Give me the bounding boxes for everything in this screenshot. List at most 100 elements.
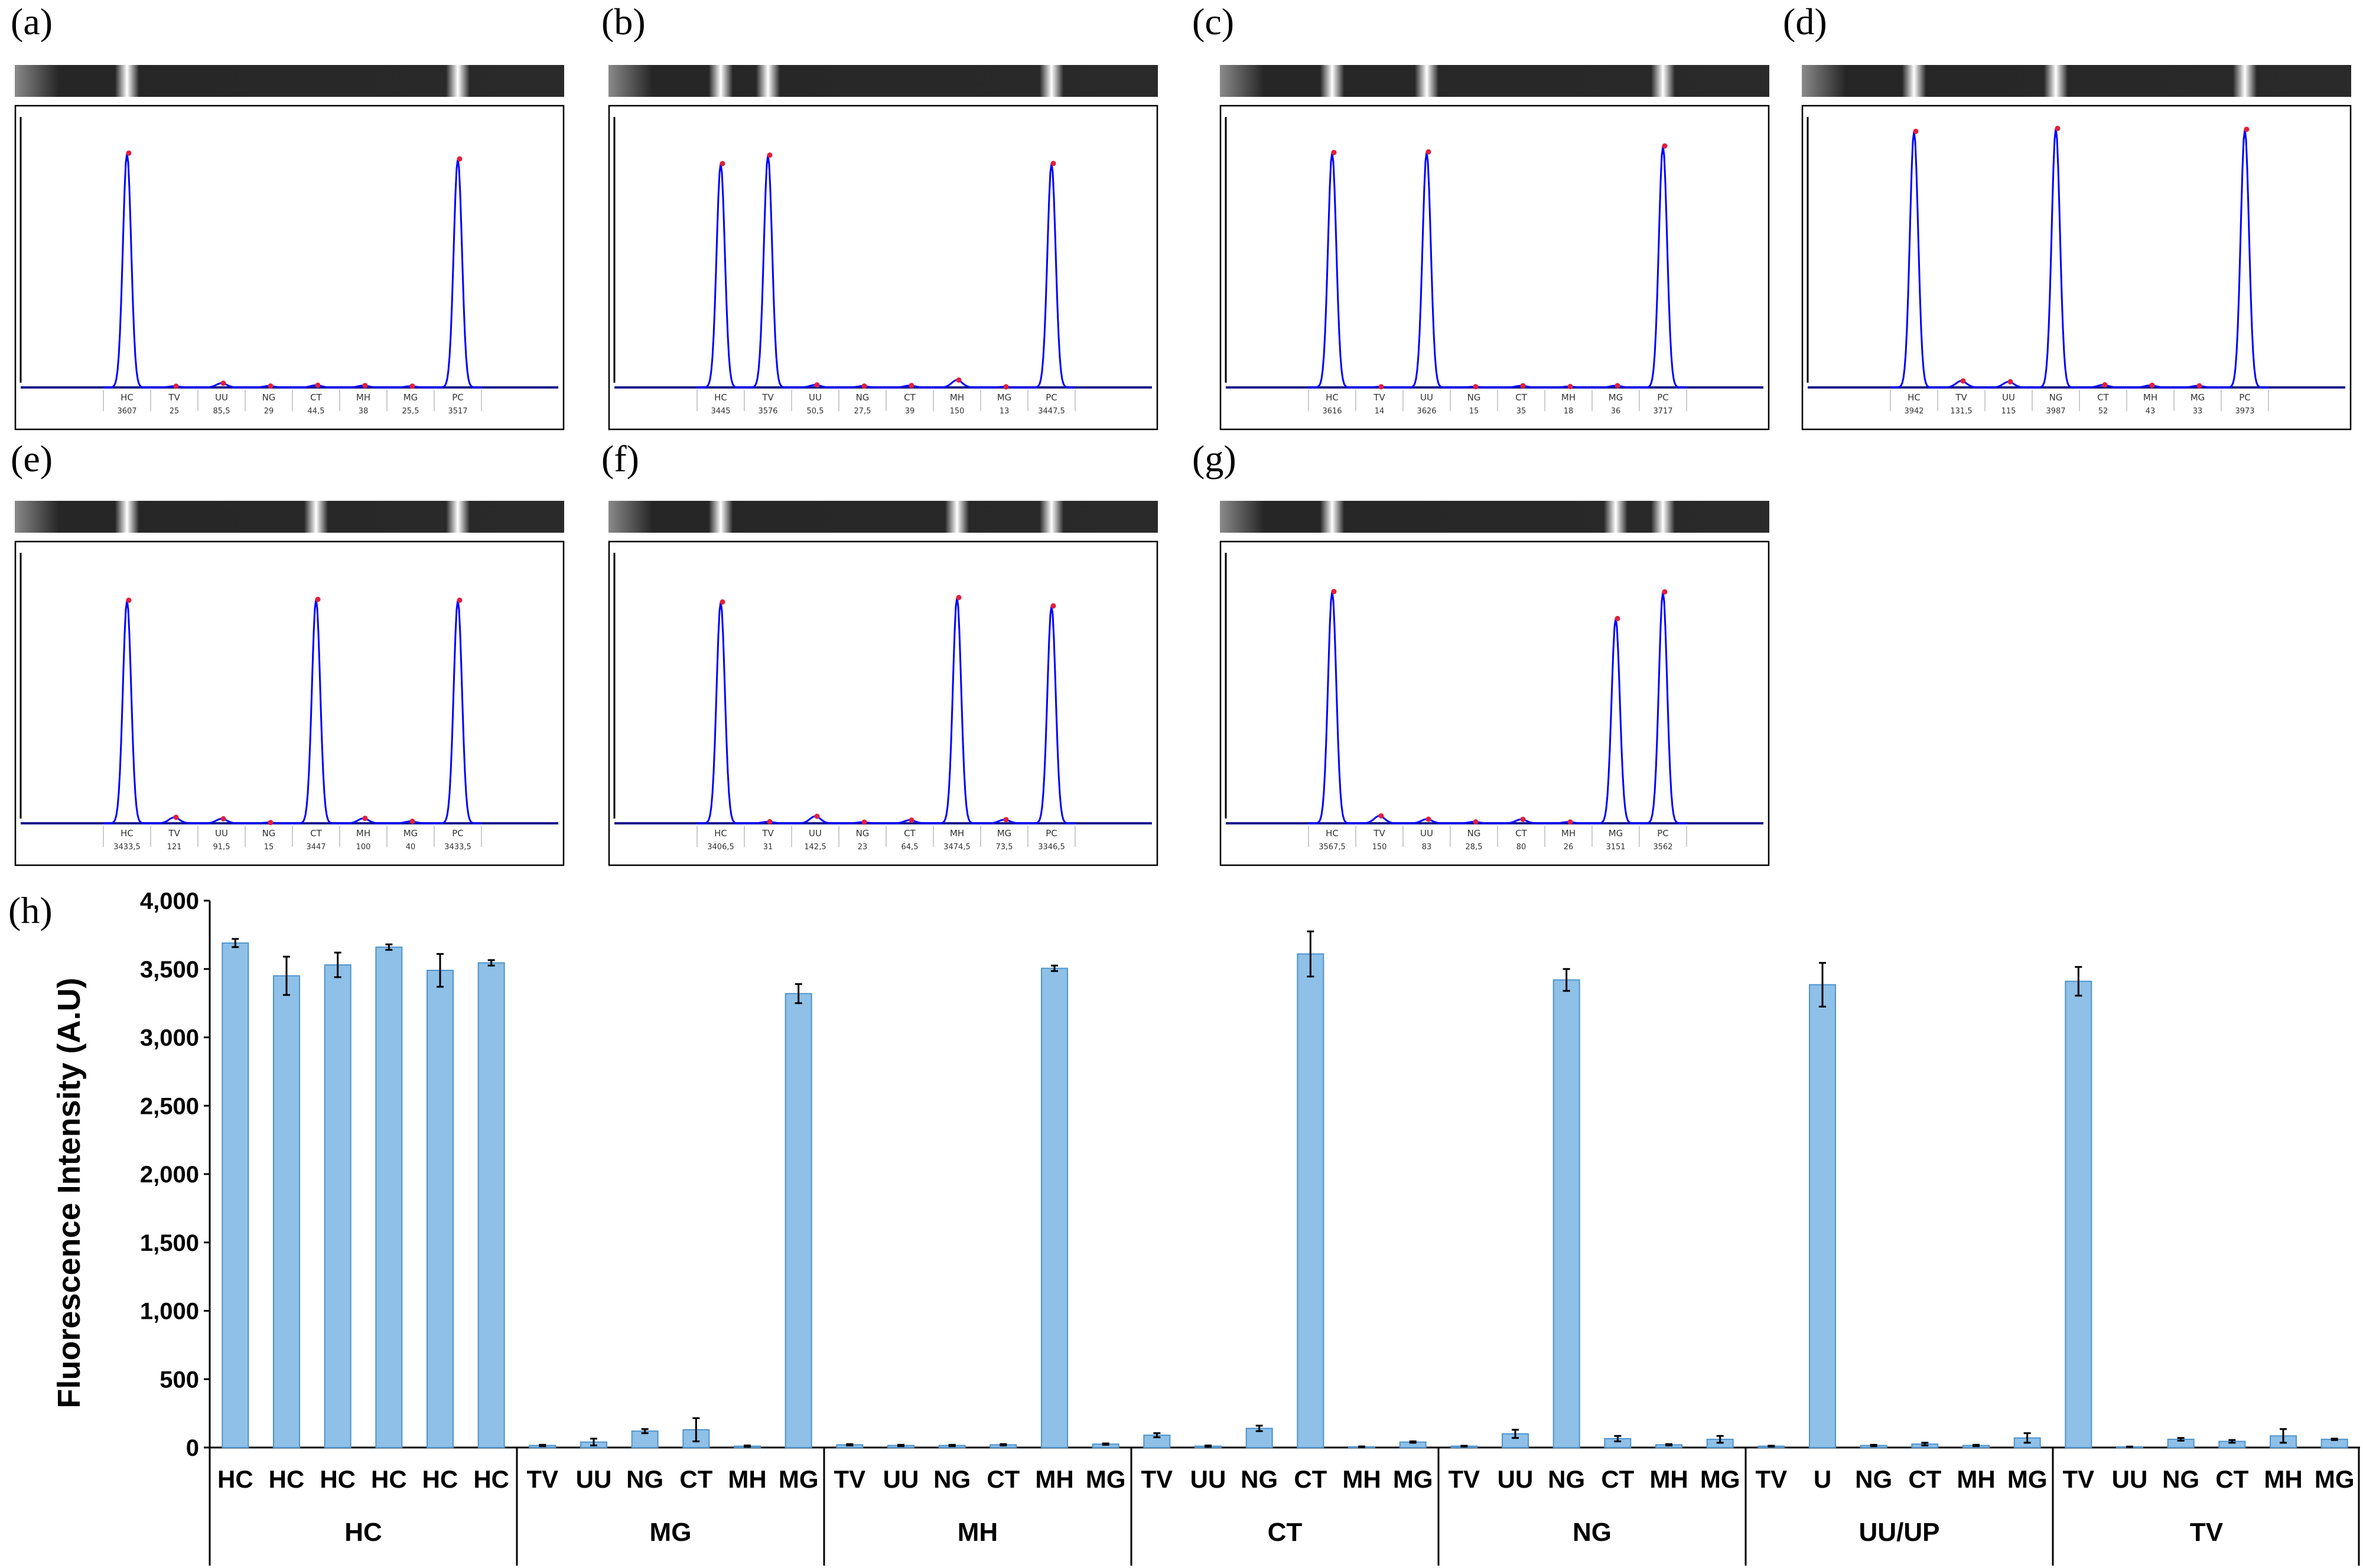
lane-value: 23 bbox=[858, 843, 868, 852]
trace-peak bbox=[697, 602, 744, 824]
category-label: MG bbox=[1086, 1465, 1126, 1493]
lane-label: CT bbox=[1515, 828, 1527, 839]
category-label: MG bbox=[2315, 1465, 2355, 1493]
lane-label: HC bbox=[1326, 828, 1339, 839]
panel-label: (f) bbox=[601, 438, 639, 480]
lane-value: 35 bbox=[1516, 407, 1526, 416]
peak-marker bbox=[1615, 615, 1620, 621]
category-label: NG bbox=[1548, 1465, 1585, 1493]
gel-image bbox=[1220, 65, 1769, 97]
lane-label: TV bbox=[1373, 392, 1385, 403]
lane-label: NG bbox=[262, 392, 276, 403]
trace-peak bbox=[1028, 163, 1075, 389]
gel-image bbox=[608, 65, 1158, 97]
gel-band bbox=[446, 501, 470, 533]
category-label: CT bbox=[1601, 1465, 1634, 1493]
lane-label: PC bbox=[1657, 828, 1669, 839]
lane-label: TV bbox=[1373, 828, 1385, 839]
gel-band bbox=[945, 501, 969, 533]
bar bbox=[375, 946, 403, 1448]
peak-marker bbox=[173, 814, 179, 820]
peak-marker bbox=[1567, 384, 1573, 389]
lane-label: UU bbox=[1420, 828, 1433, 839]
category-label: NG bbox=[933, 1465, 971, 1493]
gel-image bbox=[15, 501, 564, 533]
peak-marker bbox=[1567, 819, 1573, 825]
lane-value: 28,5 bbox=[1466, 843, 1483, 852]
category-label: MG bbox=[1393, 1465, 1433, 1493]
category-label: HC bbox=[473, 1465, 509, 1493]
peak-marker bbox=[1331, 149, 1337, 155]
gel-band bbox=[709, 65, 733, 97]
peak-marker bbox=[126, 597, 132, 603]
category-label: TV bbox=[1448, 1465, 1480, 1493]
trace-peak bbox=[434, 600, 481, 824]
peak-marker bbox=[1662, 143, 1668, 149]
trace-peak bbox=[103, 153, 151, 389]
gel-band bbox=[1040, 65, 1063, 97]
y-tick-label: 3,500 bbox=[140, 957, 199, 983]
gel-band bbox=[756, 65, 780, 97]
electropherogram: HC 3567,5 TV 150 UU 83 NG 28,5 CT 80 MH 26 MG 3151 PC 3… bbox=[1219, 540, 1770, 866]
lane-value: 36 bbox=[1611, 407, 1621, 416]
gel-band bbox=[1651, 65, 1675, 97]
category-label: MH bbox=[1342, 1465, 1381, 1493]
peak-marker bbox=[1425, 816, 1431, 822]
peak-marker bbox=[362, 816, 368, 822]
peak-marker bbox=[409, 819, 415, 824]
trace-peak bbox=[744, 155, 792, 389]
lane-label: MG bbox=[997, 828, 1012, 839]
bar bbox=[477, 962, 505, 1448]
group-label: CT bbox=[1268, 1518, 1303, 1547]
lane-value: 80 bbox=[1516, 843, 1526, 852]
category-label: TV bbox=[834, 1465, 865, 1493]
peak-marker bbox=[2244, 126, 2250, 132]
lane-value: 142,5 bbox=[804, 843, 826, 852]
lane-value: 3474,5 bbox=[943, 843, 971, 852]
peak-marker bbox=[457, 156, 463, 162]
lane-label: UU bbox=[809, 828, 822, 839]
gel-image bbox=[1220, 501, 1769, 533]
lane-label: MG bbox=[1609, 828, 1623, 839]
lane-label: TV bbox=[761, 828, 774, 839]
peak-marker bbox=[1913, 128, 1919, 134]
gel-band bbox=[1604, 501, 1628, 533]
trace-peak bbox=[1309, 591, 1356, 824]
lane-label: MG bbox=[403, 828, 418, 839]
category-label: HC bbox=[269, 1465, 305, 1493]
lane-label: MH bbox=[356, 828, 370, 839]
y-axis-label: Fluorescence Intensity (A.U) bbox=[51, 977, 87, 1408]
category-label: MH bbox=[1957, 1465, 1995, 1493]
peak-marker bbox=[956, 595, 962, 601]
peak-marker bbox=[861, 819, 867, 825]
y-tick-label: 4,000 bbox=[140, 888, 199, 914]
lane-value: 3447,5 bbox=[1038, 407, 1065, 416]
trace-peak bbox=[1639, 145, 1687, 389]
group-label: TV bbox=[2190, 1518, 2224, 1547]
lane-value: 121 bbox=[167, 843, 182, 852]
trace-peak bbox=[1639, 592, 1687, 824]
peak-marker bbox=[1378, 813, 1384, 819]
panel-label: (d) bbox=[1783, 1, 1827, 43]
peak-marker bbox=[720, 599, 725, 605]
group-label: NG bbox=[1573, 1518, 1612, 1547]
lane-value: 73,5 bbox=[996, 843, 1013, 852]
group-label: MH bbox=[958, 1518, 998, 1547]
lane-label: NG bbox=[1467, 828, 1481, 839]
lane-label: PC bbox=[1046, 828, 1057, 839]
peak-marker bbox=[1473, 384, 1479, 390]
electropherogram: HC 3607 TV 25 UU 85,5 NG 29 CT 44,5 MH 38 MG 25,5 PC 35… bbox=[14, 105, 565, 431]
peak-marker bbox=[861, 383, 867, 389]
lane-value: 3626 bbox=[1417, 407, 1436, 416]
peak-marker bbox=[220, 380, 226, 386]
bar bbox=[1552, 979, 1580, 1448]
lane-label: NG bbox=[2049, 392, 2063, 403]
peak-marker bbox=[2196, 383, 2202, 389]
lane-label: UU bbox=[215, 828, 228, 839]
category-label: CT bbox=[1908, 1465, 1941, 1493]
bar bbox=[273, 975, 300, 1448]
y-tick-label: 2,000 bbox=[140, 1162, 199, 1188]
gel-image bbox=[15, 65, 564, 97]
peak-marker bbox=[720, 161, 725, 167]
category-label: CT bbox=[2215, 1465, 2248, 1493]
